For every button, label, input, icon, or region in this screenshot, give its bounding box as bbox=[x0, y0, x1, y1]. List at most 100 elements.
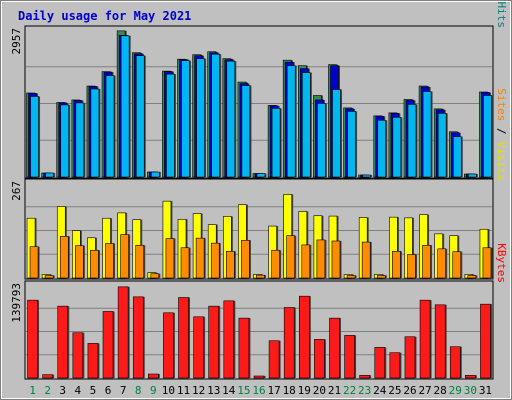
x-tick-label: 26 bbox=[403, 384, 416, 397]
bar-kbytes-7 bbox=[117, 286, 129, 379]
bar-kbytes-17 bbox=[268, 340, 280, 379]
bar-sites-13 bbox=[210, 242, 220, 279]
bar-pages-4 bbox=[75, 102, 85, 178]
bar-sites-15 bbox=[241, 239, 250, 279]
bar-sites-14 bbox=[226, 251, 235, 279]
bar-kbytes-18 bbox=[283, 307, 295, 379]
bar-kbytes-19 bbox=[298, 295, 310, 379]
x-tick-label: 2 bbox=[44, 384, 51, 397]
bar-kbytes-11 bbox=[178, 297, 189, 379]
bar-pages-17 bbox=[271, 108, 281, 178]
bar-kbytes-3 bbox=[57, 305, 69, 379]
bar-sites-30 bbox=[467, 275, 477, 279]
bar-pages-10 bbox=[166, 73, 175, 178]
x-tick-label: 27 bbox=[418, 384, 431, 397]
bar-kbytes-15 bbox=[238, 317, 250, 379]
bar-pages-11 bbox=[181, 60, 190, 178]
bar-sites-18 bbox=[286, 235, 295, 279]
bar-sites-10 bbox=[165, 238, 175, 279]
bar-kbytes-6 bbox=[102, 311, 114, 379]
bar-pages-19 bbox=[301, 72, 311, 178]
panel-hits: 2957 Pages / Files / Hits bbox=[10, 0, 508, 179]
bar-sites-4 bbox=[75, 245, 84, 279]
bar-pages-12 bbox=[196, 58, 205, 178]
bar-sites-20 bbox=[316, 239, 326, 279]
bar-pages-30 bbox=[468, 173, 477, 178]
bar-pages-16 bbox=[256, 173, 266, 178]
bar-kbytes-13 bbox=[208, 305, 220, 379]
bar-sites-27 bbox=[422, 244, 431, 279]
x-tick-label: 21 bbox=[328, 384, 341, 397]
panel-visits: 267 Sites / Visits bbox=[10, 88, 508, 280]
legend-part: / bbox=[495, 121, 508, 141]
x-tick-label: 17 bbox=[267, 384, 280, 397]
bar-pages-6 bbox=[105, 75, 115, 178]
bar-kbytes-29 bbox=[449, 346, 461, 379]
bar-pages-29 bbox=[452, 136, 462, 178]
bar-sites-23 bbox=[361, 241, 371, 279]
x-tick-label: 23 bbox=[358, 384, 371, 397]
x-tick-label: 20 bbox=[313, 384, 326, 397]
bar-pages-7 bbox=[120, 35, 130, 178]
bar-kbytes-27 bbox=[419, 299, 431, 379]
bar-sites-24 bbox=[376, 275, 386, 279]
bar-sites-16 bbox=[256, 274, 265, 279]
bar-kbytes-12 bbox=[193, 316, 204, 379]
bar-sites-8 bbox=[135, 244, 145, 279]
bar-kbytes-1 bbox=[27, 299, 38, 379]
x-tick-label: 15 bbox=[237, 384, 250, 397]
legend-part: / bbox=[495, 0, 508, 2]
bar-pages-21 bbox=[332, 89, 341, 178]
bar-pages-26 bbox=[407, 104, 417, 178]
bar-sites-19 bbox=[301, 244, 311, 279]
bar-kbytes-25 bbox=[389, 352, 401, 379]
bar-sites-31 bbox=[482, 247, 492, 279]
panel-kbytes-max-label: 139793 bbox=[10, 283, 23, 323]
bar-sites-22 bbox=[346, 275, 356, 279]
panel-hits-max-label: 2957 bbox=[10, 28, 23, 55]
bar-kbytes-22 bbox=[344, 335, 355, 379]
x-tick-label: 5 bbox=[90, 384, 97, 397]
bar-sites-5 bbox=[90, 249, 99, 279]
panel-kbytes-legend: KBytes bbox=[495, 243, 508, 283]
x-tick-label: 9 bbox=[150, 384, 157, 397]
x-tick-label: 8 bbox=[135, 384, 142, 397]
x-tick-label: 25 bbox=[388, 384, 401, 397]
panel-visits-max-label: 267 bbox=[10, 181, 23, 201]
x-tick-label: 13 bbox=[207, 384, 220, 397]
bar-kbytes-4 bbox=[72, 332, 84, 379]
panel-hits-legend: Pages / Files / Hits bbox=[495, 0, 508, 28]
bar-pages-31 bbox=[483, 95, 492, 178]
bar-pages-9 bbox=[151, 171, 160, 178]
bar-pages-5 bbox=[90, 88, 100, 178]
legend-part: Sites bbox=[495, 88, 508, 121]
bar-pages-23 bbox=[362, 174, 371, 178]
bar-pages-13 bbox=[211, 53, 221, 178]
x-tick-label: 16 bbox=[252, 384, 265, 397]
bar-pages-14 bbox=[226, 60, 236, 178]
bar-pages-22 bbox=[347, 111, 356, 178]
x-tick-label: 1 bbox=[29, 384, 36, 397]
bar-pages-8 bbox=[135, 55, 145, 178]
bar-sites-2 bbox=[44, 275, 54, 279]
bar-pages-24 bbox=[377, 120, 387, 178]
bar-pages-18 bbox=[286, 65, 296, 178]
bar-kbytes-10 bbox=[163, 312, 174, 379]
bar-kbytes-14 bbox=[223, 300, 235, 379]
bar-sites-25 bbox=[392, 251, 401, 279]
bar-kbytes-16 bbox=[253, 375, 265, 379]
bar-kbytes-2 bbox=[42, 374, 53, 379]
legend-part: Hits bbox=[495, 2, 508, 29]
x-tick-label: 30 bbox=[464, 384, 477, 397]
x-tick-label: 22 bbox=[343, 384, 356, 397]
bar-sites-17 bbox=[271, 249, 280, 279]
x-tick-label: 10 bbox=[162, 384, 175, 397]
bar-sites-9 bbox=[150, 273, 160, 279]
bar-sites-12 bbox=[195, 237, 205, 279]
x-tick-label: 31 bbox=[479, 384, 492, 397]
bar-pages-28 bbox=[437, 113, 447, 178]
bar-kbytes-28 bbox=[434, 304, 446, 379]
bar-kbytes-20 bbox=[314, 339, 325, 379]
x-tick-label: 28 bbox=[434, 384, 447, 397]
